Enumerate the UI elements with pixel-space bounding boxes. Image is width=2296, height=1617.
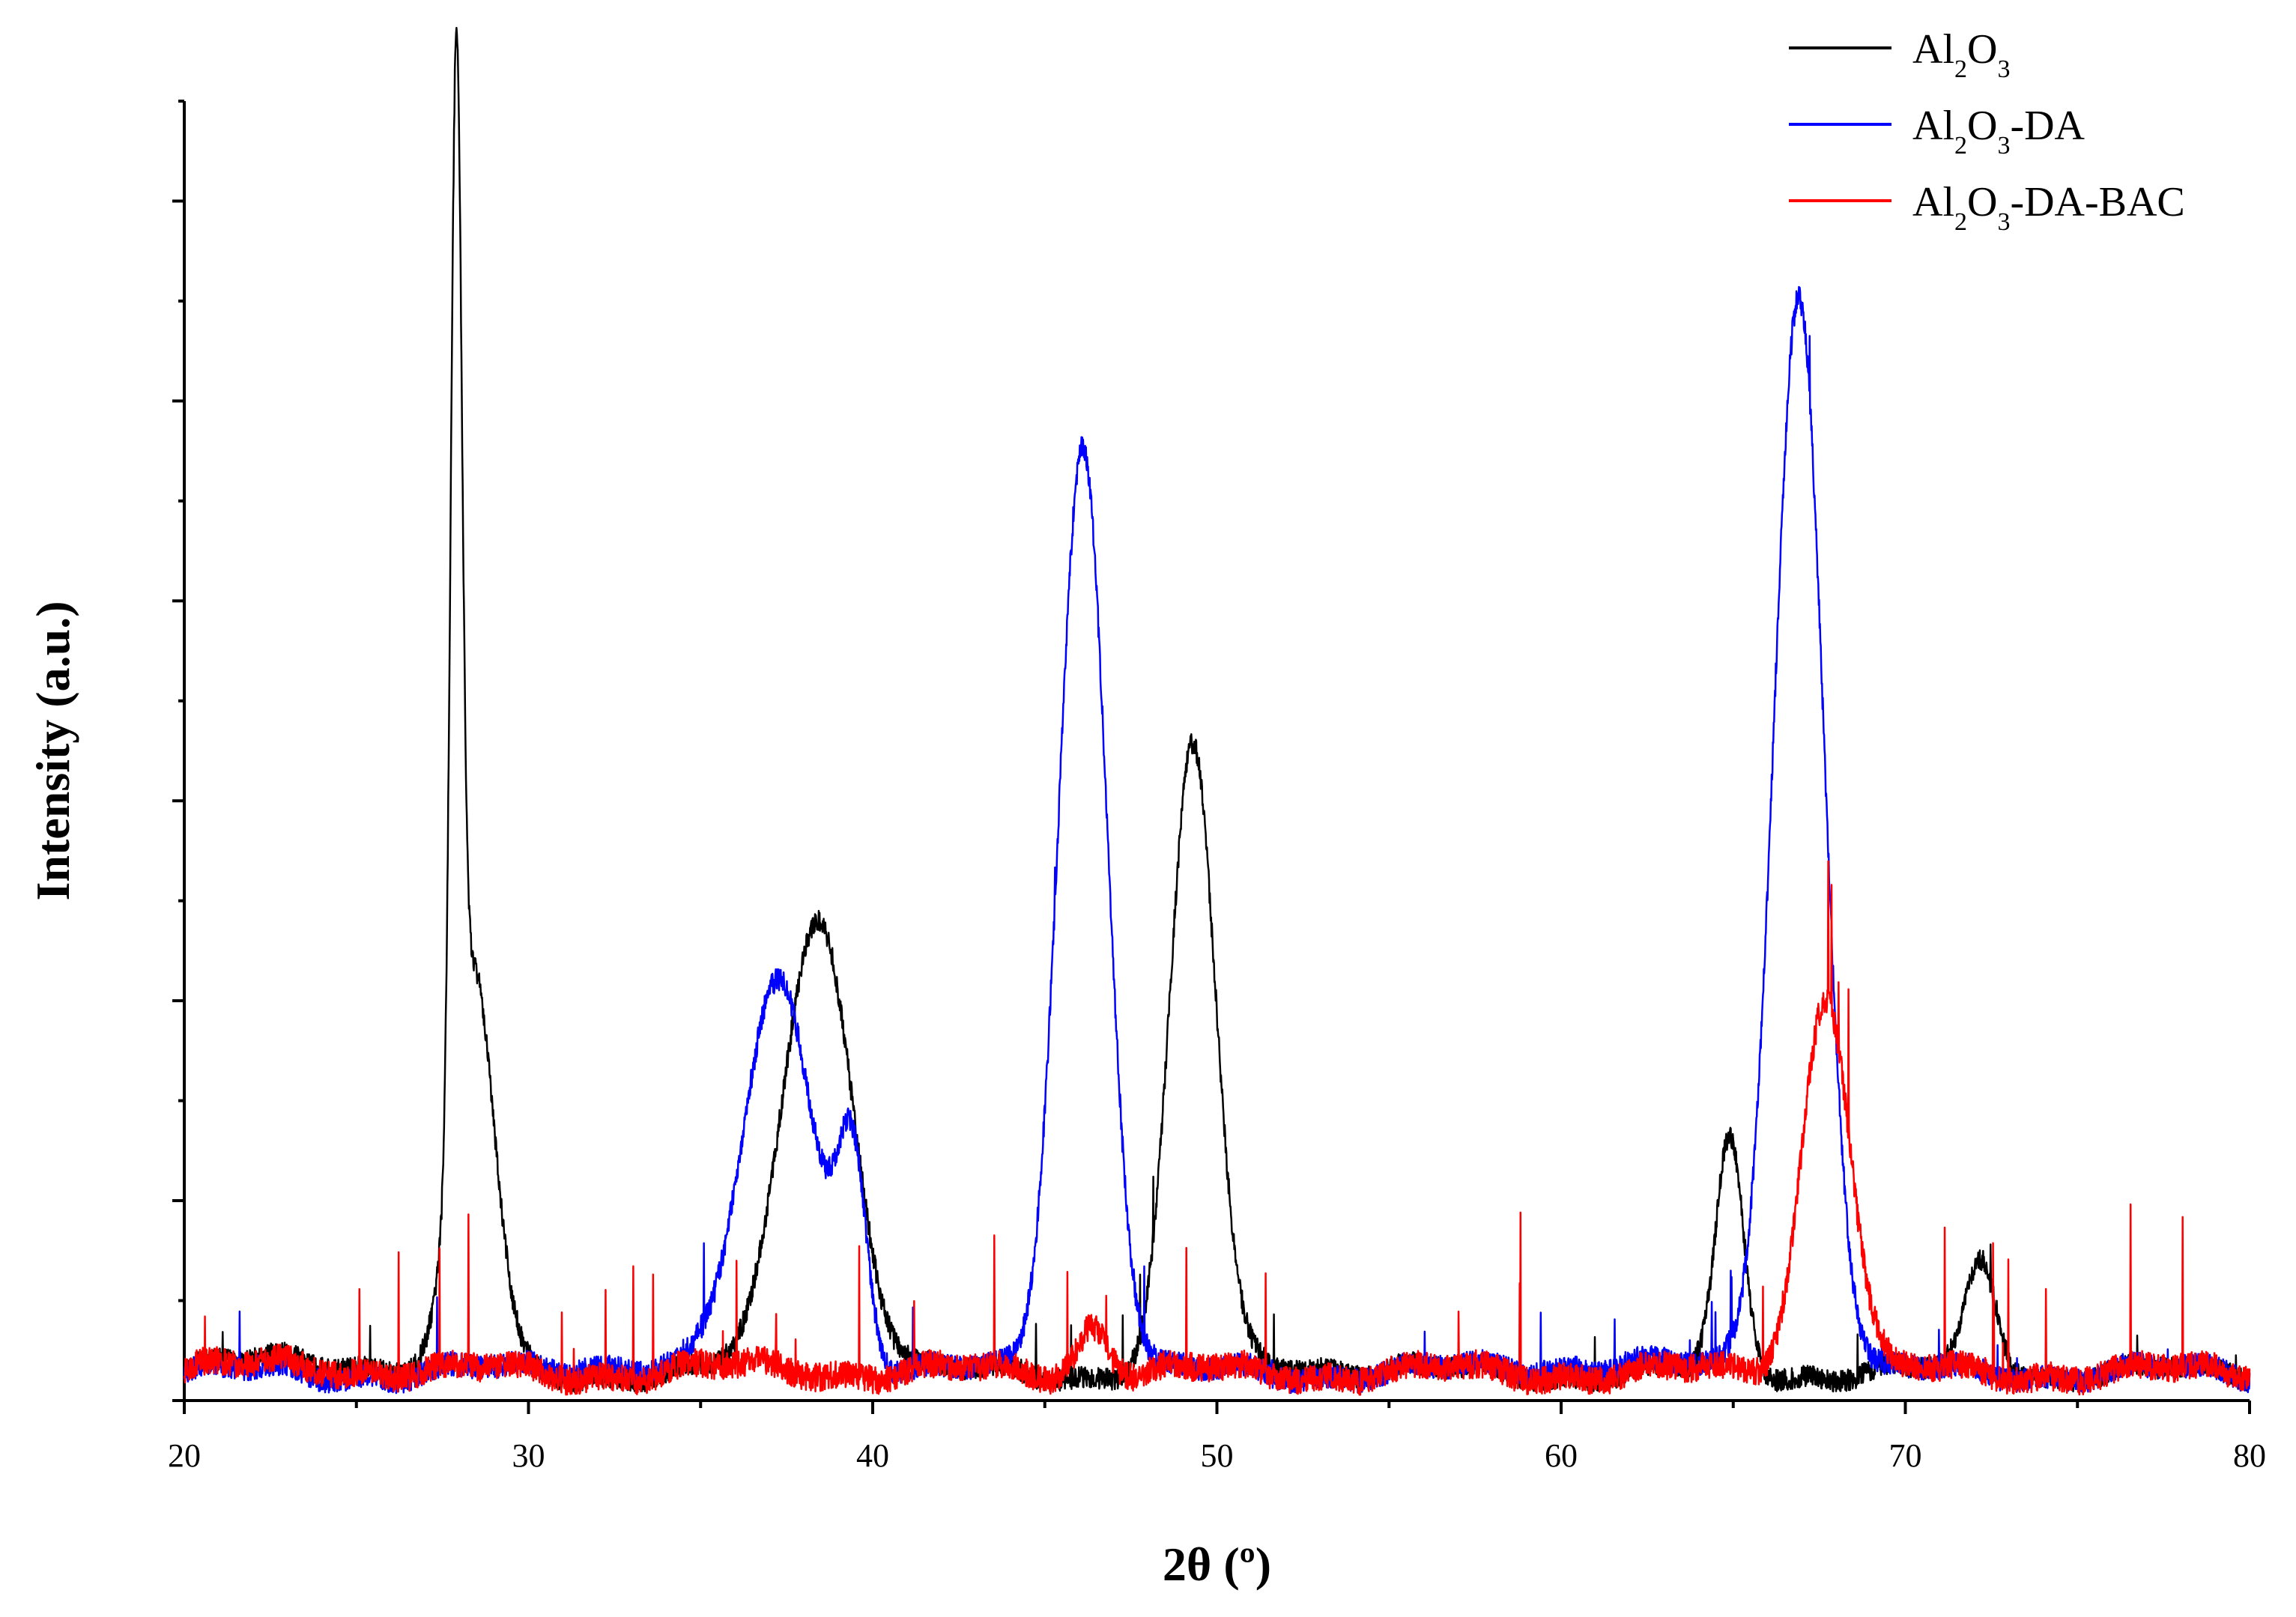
x-tick-label: 60: [1545, 1437, 1578, 1474]
legend-label: Al2O3: [1912, 26, 2010, 83]
series-al2o3-da: [183, 285, 2251, 1395]
x-axis-title: 2θ (º): [1163, 1538, 1271, 1591]
series-al2o3: [183, 26, 2251, 1393]
series-al2o3-da-bac: [183, 860, 2251, 1396]
legend-label: Al2O3-DA-BAC: [1912, 179, 2185, 236]
x-tick-label: 80: [2233, 1437, 2266, 1474]
x-tick-label: 40: [856, 1437, 889, 1474]
x-tick-label: 30: [512, 1437, 545, 1474]
legend-label: Al2O3-DA: [1912, 103, 2086, 160]
x-tick-label: 70: [1889, 1437, 1922, 1474]
x-tick-label: 50: [1201, 1437, 1234, 1474]
x-tick-label: 20: [168, 1437, 201, 1474]
y-axis-title: Intensity (a.u.): [26, 601, 79, 900]
